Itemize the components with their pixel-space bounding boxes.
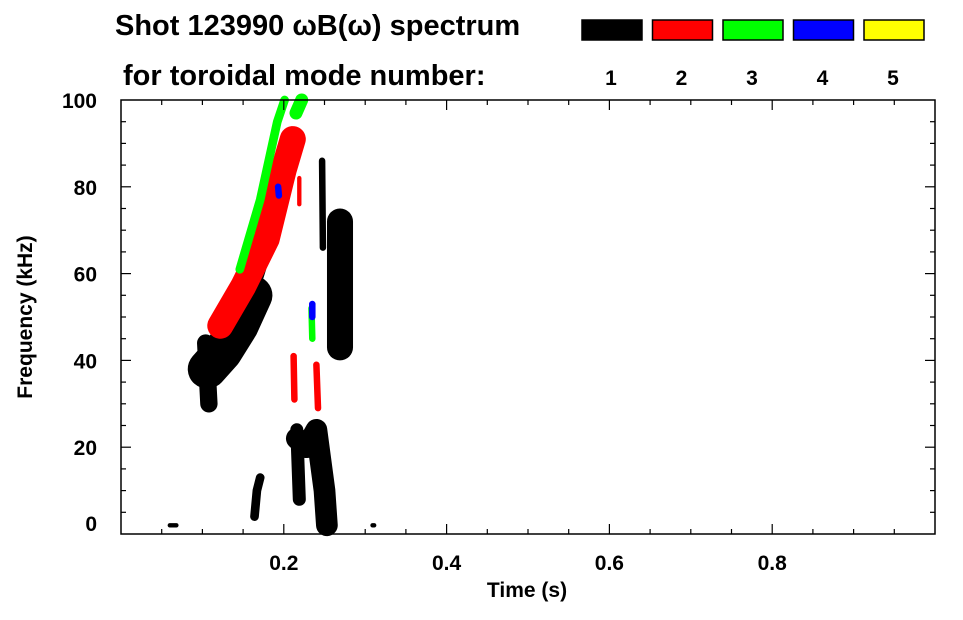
legend-label-mode-4: 4 xyxy=(817,67,829,90)
legend-swatch-mode-2 xyxy=(651,19,714,41)
x-tick-label: 0.6 xyxy=(595,552,624,575)
y-tick-label: 0 xyxy=(85,513,97,536)
spectrum-feature-mode-2 xyxy=(290,352,298,403)
y-tick-label: 60 xyxy=(74,264,97,287)
legend-label-mode-1: 1 xyxy=(605,67,617,90)
legend-swatch-mode-4 xyxy=(792,19,855,41)
spectrum-feature-mode-3 xyxy=(289,93,309,120)
chart-subtitle: for toroidal mode number: xyxy=(123,60,486,92)
legend-label-mode-3: 3 xyxy=(746,67,758,90)
y-axis-label: Frequency (kHz) xyxy=(14,235,37,398)
x-axis-label: Time (s) xyxy=(487,579,567,602)
spectrum-feature-mode-2 xyxy=(207,126,306,339)
y-tick-label: 20 xyxy=(74,437,97,460)
legend-swatch-mode-1 xyxy=(581,19,643,41)
spectrum-feature-mode-3 xyxy=(235,95,289,274)
y-tick-label: 100 xyxy=(62,90,97,113)
x-tick-label: 0.8 xyxy=(758,552,788,575)
x-tick-label: 0.2 xyxy=(269,552,298,575)
chart-title: Shot 123990 ωB(ω) spectrum xyxy=(115,10,520,42)
x-tick-label: 0.4 xyxy=(432,552,462,575)
spectrum-marks xyxy=(167,93,377,537)
legend-label-mode-5: 5 xyxy=(887,67,899,90)
y-tick-label: 40 xyxy=(74,350,97,373)
spectrum-feature-mode-2 xyxy=(313,361,322,412)
axes: 0.2 0.4 0.6 0.8 0 20 40 60 80 100 xyxy=(62,90,936,575)
spectrum-feature-mode-1 xyxy=(197,334,218,413)
spectrum-feature-mode-1 xyxy=(290,423,306,506)
spectrum-feature-mode-1 xyxy=(318,157,327,251)
legend-swatch-mode-3 xyxy=(722,19,784,41)
spectrum-feature-mode-1 xyxy=(250,473,265,521)
spectrum-feature-mode-4 xyxy=(274,183,283,199)
legend: 1 2 3 4 5 xyxy=(581,19,925,90)
legend-label-mode-2: 2 xyxy=(676,67,688,90)
legend-swatch-mode-5 xyxy=(863,19,925,41)
y-tick-label: 80 xyxy=(74,177,97,200)
